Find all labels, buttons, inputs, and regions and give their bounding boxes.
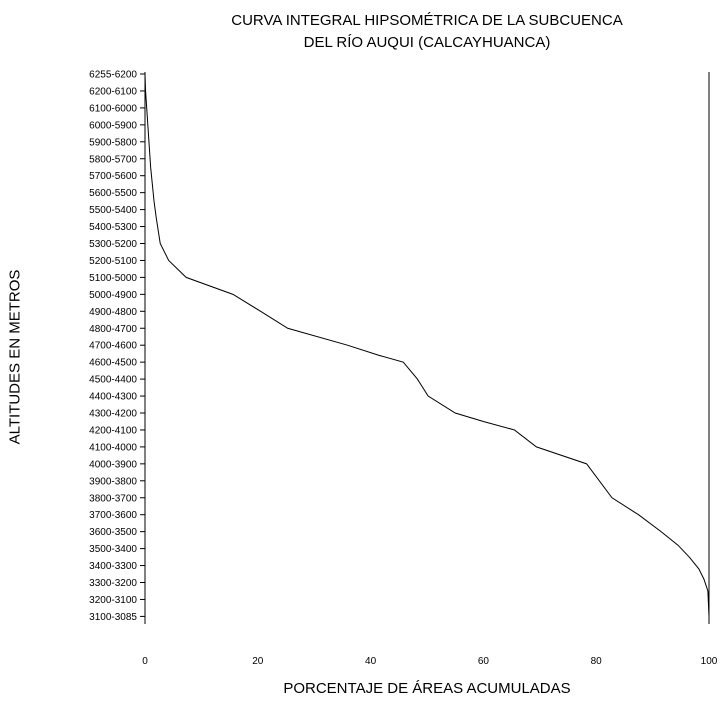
y-tick-label: 5100-5000 xyxy=(89,273,137,284)
y-tick-label: 4600-4500 xyxy=(89,358,137,369)
x-tick-label: 20 xyxy=(252,656,264,667)
y-tick-label: 6100-6000 xyxy=(89,103,137,114)
x-tick-label: 100 xyxy=(701,656,718,667)
y-tick-label: 3200-3100 xyxy=(89,595,137,606)
x-tick-label: 60 xyxy=(478,656,490,667)
y-tick-label: 5400-5300 xyxy=(89,222,137,233)
x-tick-label: 0 xyxy=(142,656,148,667)
y-tick-label: 6000-5900 xyxy=(89,120,137,131)
y-tick-label: 3400-3300 xyxy=(89,561,137,572)
y-tick-label: 4200-4100 xyxy=(89,425,137,436)
y-tick-label: 4500-4400 xyxy=(89,375,137,386)
y-tick-label: 4000-3900 xyxy=(89,459,137,470)
x-axis-label: PORCENTAJE DE ÁREAS ACUMULADAS xyxy=(283,680,571,697)
x-tick-label: 80 xyxy=(591,656,603,667)
y-tick-label: 4700-4600 xyxy=(89,341,137,352)
y-tick-label: 3500-3400 xyxy=(89,544,137,555)
y-tick-label: 4800-4700 xyxy=(89,324,137,335)
y-tick-label: 5600-5500 xyxy=(89,188,137,199)
y-tick-label: 5300-5200 xyxy=(89,239,137,250)
y-tick-label: 4900-4800 xyxy=(89,307,137,318)
y-tick-label: 4100-4000 xyxy=(89,442,137,453)
series-line xyxy=(144,73,710,617)
y-tick-label: 6255-6200 xyxy=(89,70,137,81)
y-tick-label: 5500-5400 xyxy=(89,205,137,216)
y-tick-label: 3800-3700 xyxy=(89,493,137,504)
y-tick-label: 4400-4300 xyxy=(89,392,137,403)
chart-title: CURVA INTEGRAL HIPSOMÉTRICA DE LA SUBCUE… xyxy=(231,12,623,29)
y-tick-label: 5200-5100 xyxy=(89,256,137,267)
y-tick-label: 3700-3600 xyxy=(89,510,137,521)
y-tick-label: 5000-4900 xyxy=(89,290,137,301)
y-tick-label: 4300-4200 xyxy=(89,409,137,420)
y-tick-label: 3600-3500 xyxy=(89,527,137,538)
y-tick-label: 3900-3800 xyxy=(89,476,137,487)
y-tick-label: 5800-5700 xyxy=(89,154,137,165)
chart-subtitle: DEL RÍO AUQUI (CALCAYHUANCA) xyxy=(303,34,551,51)
y-tick-label: 5900-5800 xyxy=(89,137,137,148)
x-tick-label: 40 xyxy=(365,656,377,667)
y-tick-label: 5700-5600 xyxy=(89,171,137,182)
y-tick-label: 3100-3085 xyxy=(89,612,137,623)
y-tick-label: 6200-6100 xyxy=(89,86,137,97)
y-tick-label: 3300-3200 xyxy=(89,578,137,589)
